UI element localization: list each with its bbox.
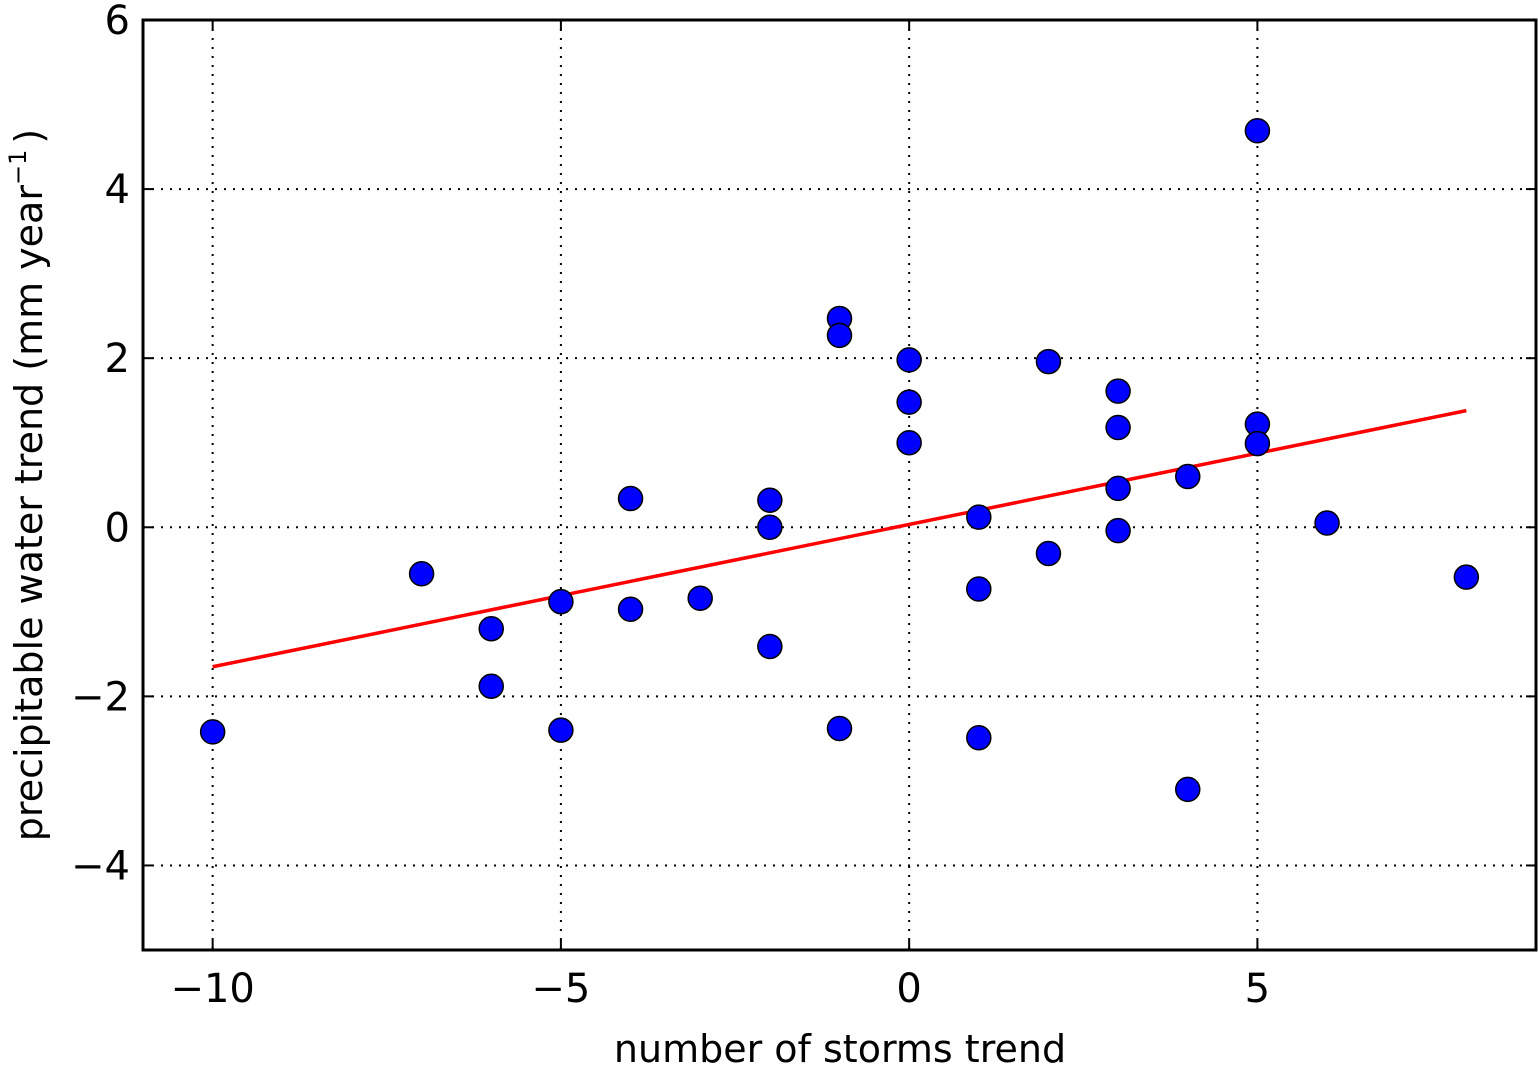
data-point [617,485,644,512]
data-point [1035,348,1062,375]
data-point [826,715,853,742]
data-point [896,389,922,415]
data-point [1175,776,1201,803]
plot-frame [141,18,1538,952]
data-point [548,717,574,743]
tick-marks [143,19,1536,950]
y-axis-label-close: ) [7,129,51,144]
data-point [896,429,922,456]
data-point [548,588,574,615]
data-point [617,596,644,623]
y-axis-label: precipitable water trend (mm year−1) [4,129,51,841]
data-point [199,719,226,745]
data-point [1105,414,1131,441]
data-point [966,576,992,602]
data-point [1105,378,1131,404]
data-point [1453,564,1480,590]
data-point [966,725,992,751]
data-point [687,585,713,612]
y-tick-label: 2 [105,336,130,382]
grid-lines [143,19,1536,950]
points-group [199,118,1480,803]
x-axis-label: number of storms trend [614,1027,1066,1071]
data-point [1105,475,1131,502]
y-tick-label: −4 [71,843,130,889]
data-point [1035,540,1062,567]
x-tick-label: 5 [1245,966,1270,1012]
data-point [757,514,783,541]
y-tick-label: 4 [105,167,130,213]
data-point [757,487,783,513]
data-point [966,504,992,530]
data-point [1175,463,1201,490]
data-point [408,561,435,587]
y-axis-label-main: precipitable water trend (mm year [7,185,51,842]
y-tick-label: −2 [71,674,130,720]
data-point [826,322,853,349]
trendline [212,408,1467,669]
trendline-group [212,408,1467,669]
data-point [757,633,783,660]
data-point [1244,118,1271,144]
x-tick-label: −10 [170,966,254,1012]
x-tick-label: 0 [896,966,921,1012]
y-axis-label-superscript: −1 [4,150,32,185]
data-point [1314,510,1340,536]
data-point [478,673,504,699]
data-point [1105,517,1131,544]
x-tick-label: −5 [531,966,590,1012]
data-point [478,615,504,642]
data-point [896,347,922,373]
data-point [1244,430,1271,457]
y-tick-label: 6 [105,0,130,44]
tick-labels: −10 −5 0 5 −4 −2 0 2 4 6 [71,0,1270,1012]
y-tick-label: 0 [105,505,130,551]
